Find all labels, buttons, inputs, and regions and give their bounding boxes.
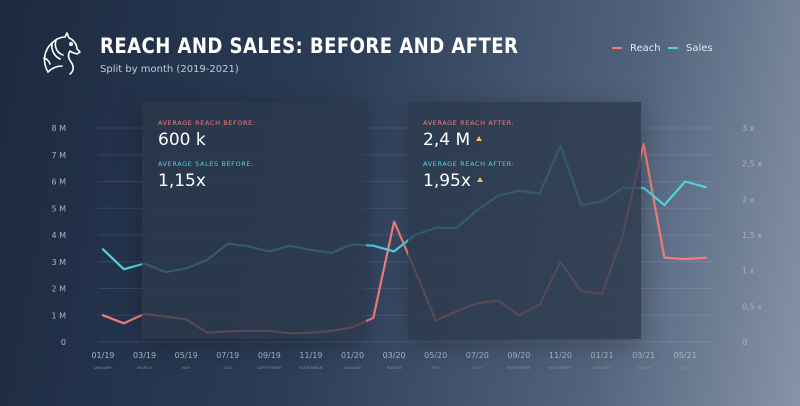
legend-label-reach: Reach xyxy=(630,43,661,54)
avg-sales-after-label: AVERAGE REACH AFTER: xyxy=(423,160,515,168)
y-right-tick-label: 1,5 x xyxy=(742,231,762,240)
x-tick-month-label: JANUARY xyxy=(592,366,611,370)
x-tick-label: 11/20 xyxy=(549,351,572,360)
y-right-tick-label: 2,5 x xyxy=(742,160,762,169)
avg-sales-before-label: AVERAGE SALES BEFORE: xyxy=(158,160,254,168)
x-tick-label: 09/20 xyxy=(507,351,530,360)
y-right-tick-label: 1 x xyxy=(742,267,755,276)
x-tick-month-label: JANUARY xyxy=(343,366,362,370)
y-right-tick-label: 3 x xyxy=(742,124,755,133)
x-tick-month-label: SEPTEMBER xyxy=(507,366,531,370)
horse-head-logo-icon xyxy=(43,32,81,75)
legend-item-sales: Sales xyxy=(668,43,713,54)
before-stats-panel: AVERAGE REACH BEFORE: 600 k AVERAGE SALE… xyxy=(142,102,366,339)
avg-reach-before-label: AVERAGE REACH BEFORE: xyxy=(158,119,256,127)
x-tick-label: 11/19 xyxy=(299,351,322,360)
x-tick-month-label: JULY xyxy=(472,366,482,370)
avg-reach-after-value: 2,4 M xyxy=(423,130,483,150)
x-tick-month-label: MARCH xyxy=(636,366,651,370)
y-left-tick-label: 3 M xyxy=(51,258,66,267)
legend-label-sales: Sales xyxy=(686,43,713,54)
avg-sales-after-value: 1,95x xyxy=(423,171,483,191)
x-tick-label: 01/21 xyxy=(591,351,614,360)
x-tick-label: 03/19 xyxy=(133,351,156,360)
legend-swatch-reach xyxy=(612,47,622,49)
trend-up-icon xyxy=(476,176,483,182)
x-tick-month-label: NOVEMBER xyxy=(299,366,322,370)
y-left-tick-label: 4 M xyxy=(51,231,66,240)
x-tick-month-label: NOVEMBER xyxy=(549,366,572,370)
y-right-tick-label: 0 xyxy=(742,338,747,347)
x-tick-month-label: JANUARY xyxy=(93,366,112,370)
y-left-tick-label: 5 M xyxy=(51,204,66,213)
y-left-tick-label: 2 M xyxy=(51,285,66,294)
y-right-tick-label: 0,5 x xyxy=(742,302,762,311)
x-tick-month-label: JULY xyxy=(222,366,232,370)
x-tick-label: 03/20 xyxy=(383,351,406,360)
x-tick-label: 01/19 xyxy=(91,351,114,360)
y-left-tick-label: 0 xyxy=(61,338,66,347)
x-tick-month-label: MARCH xyxy=(387,366,402,370)
chart-subtitle: Split by month (2019-2021) xyxy=(100,64,239,75)
x-tick-month-label: MAY xyxy=(432,366,441,370)
y-left-tick-label: 6 M xyxy=(51,178,66,187)
y-left-tick-label: 1 M xyxy=(51,311,66,320)
avg-reach-after-label: AVERAGE REACH AFTER: xyxy=(423,119,515,127)
trend-up-icon xyxy=(476,135,483,141)
x-tick-label: 03/21 xyxy=(632,351,655,360)
x-tick-label: 09/19 xyxy=(258,351,281,360)
x-tick-label: 05/21 xyxy=(674,351,697,360)
x-tick-month-label: MAY xyxy=(182,366,191,370)
x-tick-month-label: MARCH xyxy=(137,366,152,370)
y-left-tick-label: 7 M xyxy=(51,151,66,160)
after-stats-panel: AVERAGE REACH AFTER: 2,4 M AVERAGE REACH… xyxy=(408,102,641,339)
chart-title: REACH AND SALES: BEFORE AND AFTER xyxy=(100,34,519,58)
legend-swatch-sales xyxy=(668,47,678,49)
avg-reach-before-value: 600 k xyxy=(158,130,206,150)
y-right-tick-label: 2 x xyxy=(742,195,755,204)
x-tick-label: 07/19 xyxy=(216,351,239,360)
x-tick-month-label: SEPTEMBER xyxy=(257,366,281,370)
avg-sales-before-value: 1,15x xyxy=(158,171,206,191)
x-tick-month-label: MAY xyxy=(681,366,690,370)
y-left-tick-label: 8 M xyxy=(51,124,66,133)
legend-item-reach: Reach xyxy=(612,43,661,54)
x-tick-label: 05/20 xyxy=(424,351,447,360)
x-tick-label: 01/20 xyxy=(341,351,364,360)
x-tick-label: 05/19 xyxy=(175,351,198,360)
x-tick-label: 07/20 xyxy=(466,351,489,360)
